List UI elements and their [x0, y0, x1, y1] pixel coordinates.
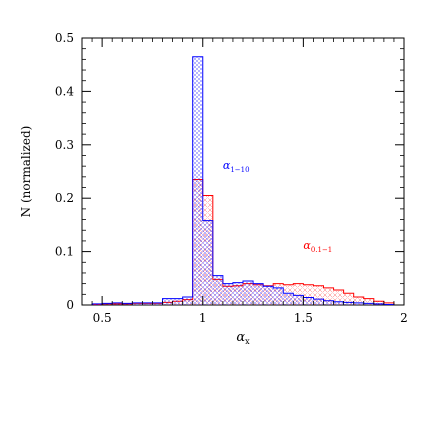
x-tick-label: 0.5 — [93, 311, 112, 325]
x-axis-label: αx — [236, 330, 250, 346]
x-tick-label: 1 — [199, 311, 207, 325]
series-outline — [91, 56, 395, 305]
bar-fill — [303, 284, 314, 305]
bar-fill — [222, 283, 233, 305]
bar-fill — [112, 302, 123, 305]
y-tick-label: 0.2 — [55, 191, 74, 205]
bar-fill — [182, 296, 193, 305]
bar-fill — [363, 298, 374, 305]
y-tick-label: 0.3 — [55, 138, 74, 152]
series-label-alpha-1-10-sub: 1−10 — [230, 166, 249, 174]
series-0 — [91, 56, 395, 305]
bar-fill — [353, 302, 364, 305]
x-tick-label: 2 — [400, 311, 408, 325]
x-axis-label-main: α — [236, 330, 245, 345]
bar-fill — [243, 280, 254, 305]
bar-fill — [383, 302, 394, 305]
bar-fill — [333, 290, 344, 305]
bar-fill — [313, 285, 324, 305]
bar-fill — [172, 298, 183, 305]
bar-fill — [232, 282, 243, 305]
bar-fill — [313, 299, 324, 305]
bar-fill — [92, 303, 103, 305]
y-axis-label: N (normalized) — [19, 126, 33, 218]
bar-fill — [162, 298, 173, 305]
y-tick-label: 0.4 — [55, 84, 74, 98]
tick-layer — [82, 37, 405, 306]
bar-fill — [122, 303, 133, 305]
bar-fill — [192, 56, 203, 305]
x-axis-label-sub: x — [245, 337, 250, 346]
series-label-alpha-0.1-1: α0.1−1 — [303, 239, 332, 254]
bar-fill — [333, 301, 344, 305]
bar-fill — [323, 300, 334, 305]
bar-fill — [293, 295, 304, 305]
series-label-alpha-1-10-main: α — [223, 159, 231, 172]
bar-fill — [373, 301, 384, 305]
bar-fill — [353, 296, 364, 305]
y-tick-label: 0.1 — [55, 245, 74, 259]
bar-fill — [373, 303, 384, 305]
bar-fill — [253, 283, 264, 305]
bar-fill — [212, 275, 223, 305]
bar-fill — [363, 303, 374, 305]
y-tick-label: 0 — [66, 298, 74, 312]
series-label-alpha-1-10: α1−10 — [223, 159, 250, 174]
bar-fill — [343, 293, 354, 305]
bar-fill — [142, 302, 153, 305]
x-tick-label: 1.5 — [294, 311, 313, 325]
series-label-alpha-0.1-1-sub: 0.1−1 — [311, 246, 332, 254]
bar-fill — [102, 303, 113, 305]
bar-fill — [202, 220, 213, 305]
bar-fill — [283, 293, 294, 305]
bar-fill — [293, 283, 304, 305]
series-label-alpha-0.1-1-main: α — [303, 239, 311, 252]
bar-fill — [152, 302, 163, 305]
bar-fill — [263, 286, 274, 305]
tick-label-layer: 0.5 1 1.5 2 0 0.1 0.2 0.3 0.4 0.5 — [55, 31, 408, 325]
bar-fill — [303, 297, 314, 305]
bar-fill — [343, 302, 354, 305]
bar-fill — [273, 287, 284, 305]
series-layer — [91, 56, 395, 305]
bar-fill — [323, 287, 334, 305]
y-tick-label: 0.5 — [55, 31, 74, 45]
bar-fill — [132, 302, 143, 305]
